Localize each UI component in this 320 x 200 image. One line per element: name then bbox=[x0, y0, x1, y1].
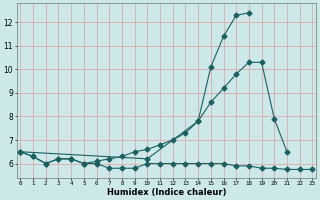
X-axis label: Humidex (Indice chaleur): Humidex (Indice chaleur) bbox=[107, 188, 226, 197]
